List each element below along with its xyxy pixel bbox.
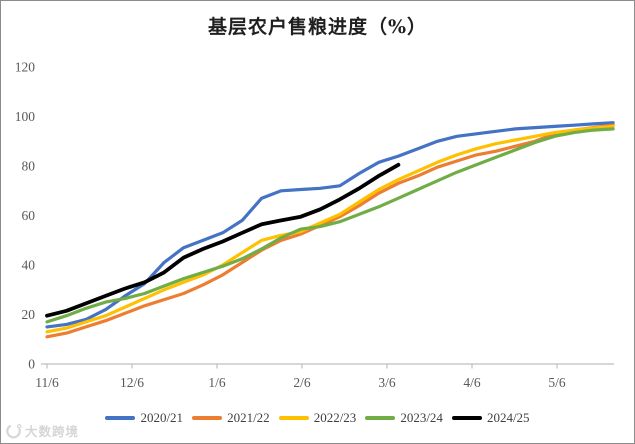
chart-legend: 2020/21 2021/22 2022/23 2023/24 2024/25 xyxy=(1,409,634,427)
legend-label: 2024/25 xyxy=(486,410,530,425)
legend-label: 2023/24 xyxy=(400,410,443,425)
watermark: 大数跨境 xyxy=(6,421,79,440)
legend-swatch xyxy=(278,416,309,420)
legend-item-2024-25: 2024/25 xyxy=(451,409,530,427)
x-tick-label: 1/6 xyxy=(208,375,226,390)
watermark-logo-icon xyxy=(6,423,22,438)
legend-item-2021-22: 2021/22 xyxy=(192,409,270,427)
y-tick-label: 80 xyxy=(22,159,36,174)
legend-swatch xyxy=(365,416,396,420)
line-chart-plot-area: 11/6 12/6 1/6 2/6 3/6 4/6 5/6 0 20 40 60 80 100 120 xyxy=(15,60,615,390)
y-tick-label: 0 xyxy=(28,357,35,372)
watermark-text: 大数跨境 xyxy=(25,425,80,439)
legend-swatch xyxy=(451,416,482,420)
y-tick-label: 120 xyxy=(15,60,36,75)
x-tick-label: 4/6 xyxy=(463,375,481,390)
x-tick-label: 2/6 xyxy=(293,375,311,390)
x-tick-label: 12/6 xyxy=(120,375,144,390)
y-tick-label: 60 xyxy=(22,208,36,223)
series-line-2020-21 xyxy=(45,121,615,329)
legend-label: 2020/21 xyxy=(140,410,184,425)
legend-swatch xyxy=(105,416,136,420)
series-line-2023-24 xyxy=(45,127,615,324)
y-tick-label: 100 xyxy=(15,109,36,124)
legend-item-2023-24: 2023/24 xyxy=(365,409,443,427)
legend-item-2020-21: 2020/21 xyxy=(105,409,183,427)
x-tick-label: 3/6 xyxy=(378,375,396,390)
legend-label: 2021/22 xyxy=(227,410,270,425)
series-line-2022-23 xyxy=(45,124,615,334)
series-line-2024-25 xyxy=(45,162,401,318)
legend-item-2022-23: 2022/23 xyxy=(278,409,357,427)
legend-swatch xyxy=(192,416,223,420)
chart-title: 基层农户售粮进度（%） xyxy=(207,16,428,38)
y-tick-label: 20 xyxy=(22,307,36,322)
y-tick-label: 40 xyxy=(22,258,36,273)
legend-label: 2022/23 xyxy=(313,410,357,425)
x-tick-label: 5/6 xyxy=(548,375,566,390)
x-tick-label: 11/6 xyxy=(35,375,59,390)
series-line-2021-22 xyxy=(45,123,615,339)
